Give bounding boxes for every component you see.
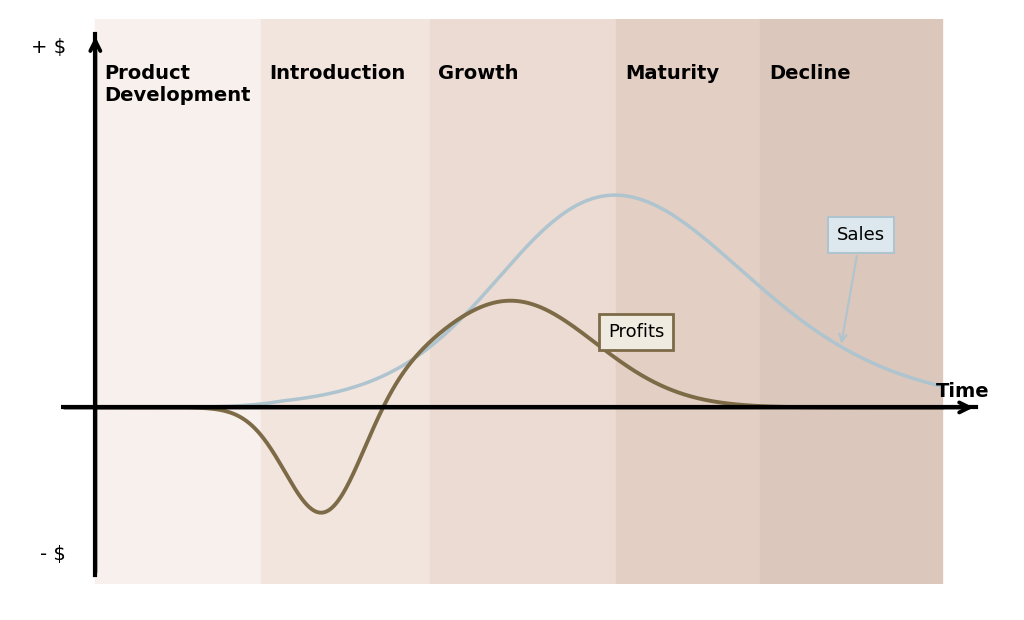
Text: Product
Development: Product Development (103, 64, 250, 105)
Text: Sales: Sales (837, 226, 885, 342)
Text: Time: Time (935, 381, 989, 401)
Text: Profits: Profits (608, 323, 665, 341)
Text: Decline: Decline (769, 64, 850, 83)
Text: Maturity: Maturity (625, 64, 719, 83)
Text: Growth: Growth (438, 64, 519, 83)
Text: Introduction: Introduction (269, 64, 406, 83)
Text: + $: + $ (31, 38, 66, 56)
Text: - $: - $ (40, 545, 66, 564)
